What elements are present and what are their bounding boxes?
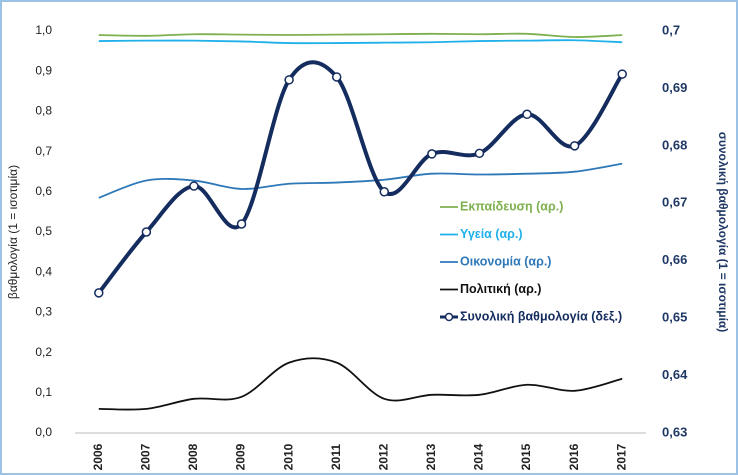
x-tick-label: 2017 [614, 443, 628, 470]
y-tick-label: 0,5 [35, 224, 52, 238]
x-tick-label: 2015 [519, 443, 533, 470]
marker [569, 141, 580, 151]
series-line [98, 162, 623, 199]
series-line [98, 357, 623, 411]
marker [189, 181, 199, 191]
y2-tick-label: 0,63 [662, 424, 687, 439]
marker [331, 72, 342, 82]
x-tick-label: 2009 [234, 443, 248, 470]
x-tick-label: 2016 [567, 443, 581, 470]
x-tick-label: 2006 [91, 443, 105, 470]
y-tick-label: 0,1 [35, 385, 52, 399]
marker [617, 69, 627, 79]
marker [141, 227, 152, 237]
y-tick-label: 0,4 [35, 264, 52, 278]
legend-label: Πολιτική (αρ.) [460, 282, 541, 296]
x-tick-label: 2011 [329, 444, 343, 470]
y-tick-label: 0,6 [35, 184, 52, 198]
legend-label: Εκπαίδευση (αρ.) [460, 199, 563, 213]
y2-tick-label: 0,64 [662, 367, 688, 382]
x-tick-label: 2007 [139, 443, 153, 470]
marker [522, 109, 532, 120]
y2-axis-title: συνολική βαθμολογία (1 = ισοτιμία) [716, 132, 730, 333]
marker [236, 219, 247, 229]
x-tick-label: 2010 [281, 443, 295, 470]
y-tick-label: 0,2 [35, 345, 52, 359]
y2-tick-label: 0,69 [662, 80, 687, 95]
x-tick-label: 2012 [376, 443, 390, 470]
marker [94, 288, 104, 298]
marker [379, 187, 390, 197]
legend-marker [444, 312, 454, 322]
y-tick-label: 0,0 [35, 425, 52, 439]
legend-label: Υγεία (αρ.) [460, 227, 523, 241]
marker [284, 75, 294, 85]
x-tick-label: 2008 [186, 443, 200, 470]
y-axis-title: βαθμολογία (1 = ισοτιμία) [6, 165, 20, 299]
y2-tick-label: 0,68 [662, 137, 687, 152]
legend-label: Οικονομία (αρ.) [460, 254, 551, 268]
marker [474, 148, 485, 159]
marker [427, 149, 437, 159]
y2-tick-label: 0,7 [662, 22, 680, 37]
y2-tick-label: 0,66 [662, 252, 687, 267]
y-tick-label: 0,3 [35, 305, 52, 319]
x-tick-label: 2013 [424, 443, 438, 470]
series-line [98, 39, 623, 45]
y-tick-label: 0,8 [35, 104, 52, 118]
legend-label: Συνολική βαθμολογία (δεξ.) [460, 309, 622, 323]
y-tick-label: 0,7 [35, 144, 52, 158]
series-line [98, 32, 623, 38]
x-tick-label: 2014 [472, 443, 486, 470]
y2-tick-label: 0,67 [662, 195, 687, 210]
y2-tick-label: 0,65 [662, 310, 687, 325]
y-tick-label: 0,9 [35, 63, 52, 77]
y-tick-label: 1,0 [35, 23, 52, 37]
